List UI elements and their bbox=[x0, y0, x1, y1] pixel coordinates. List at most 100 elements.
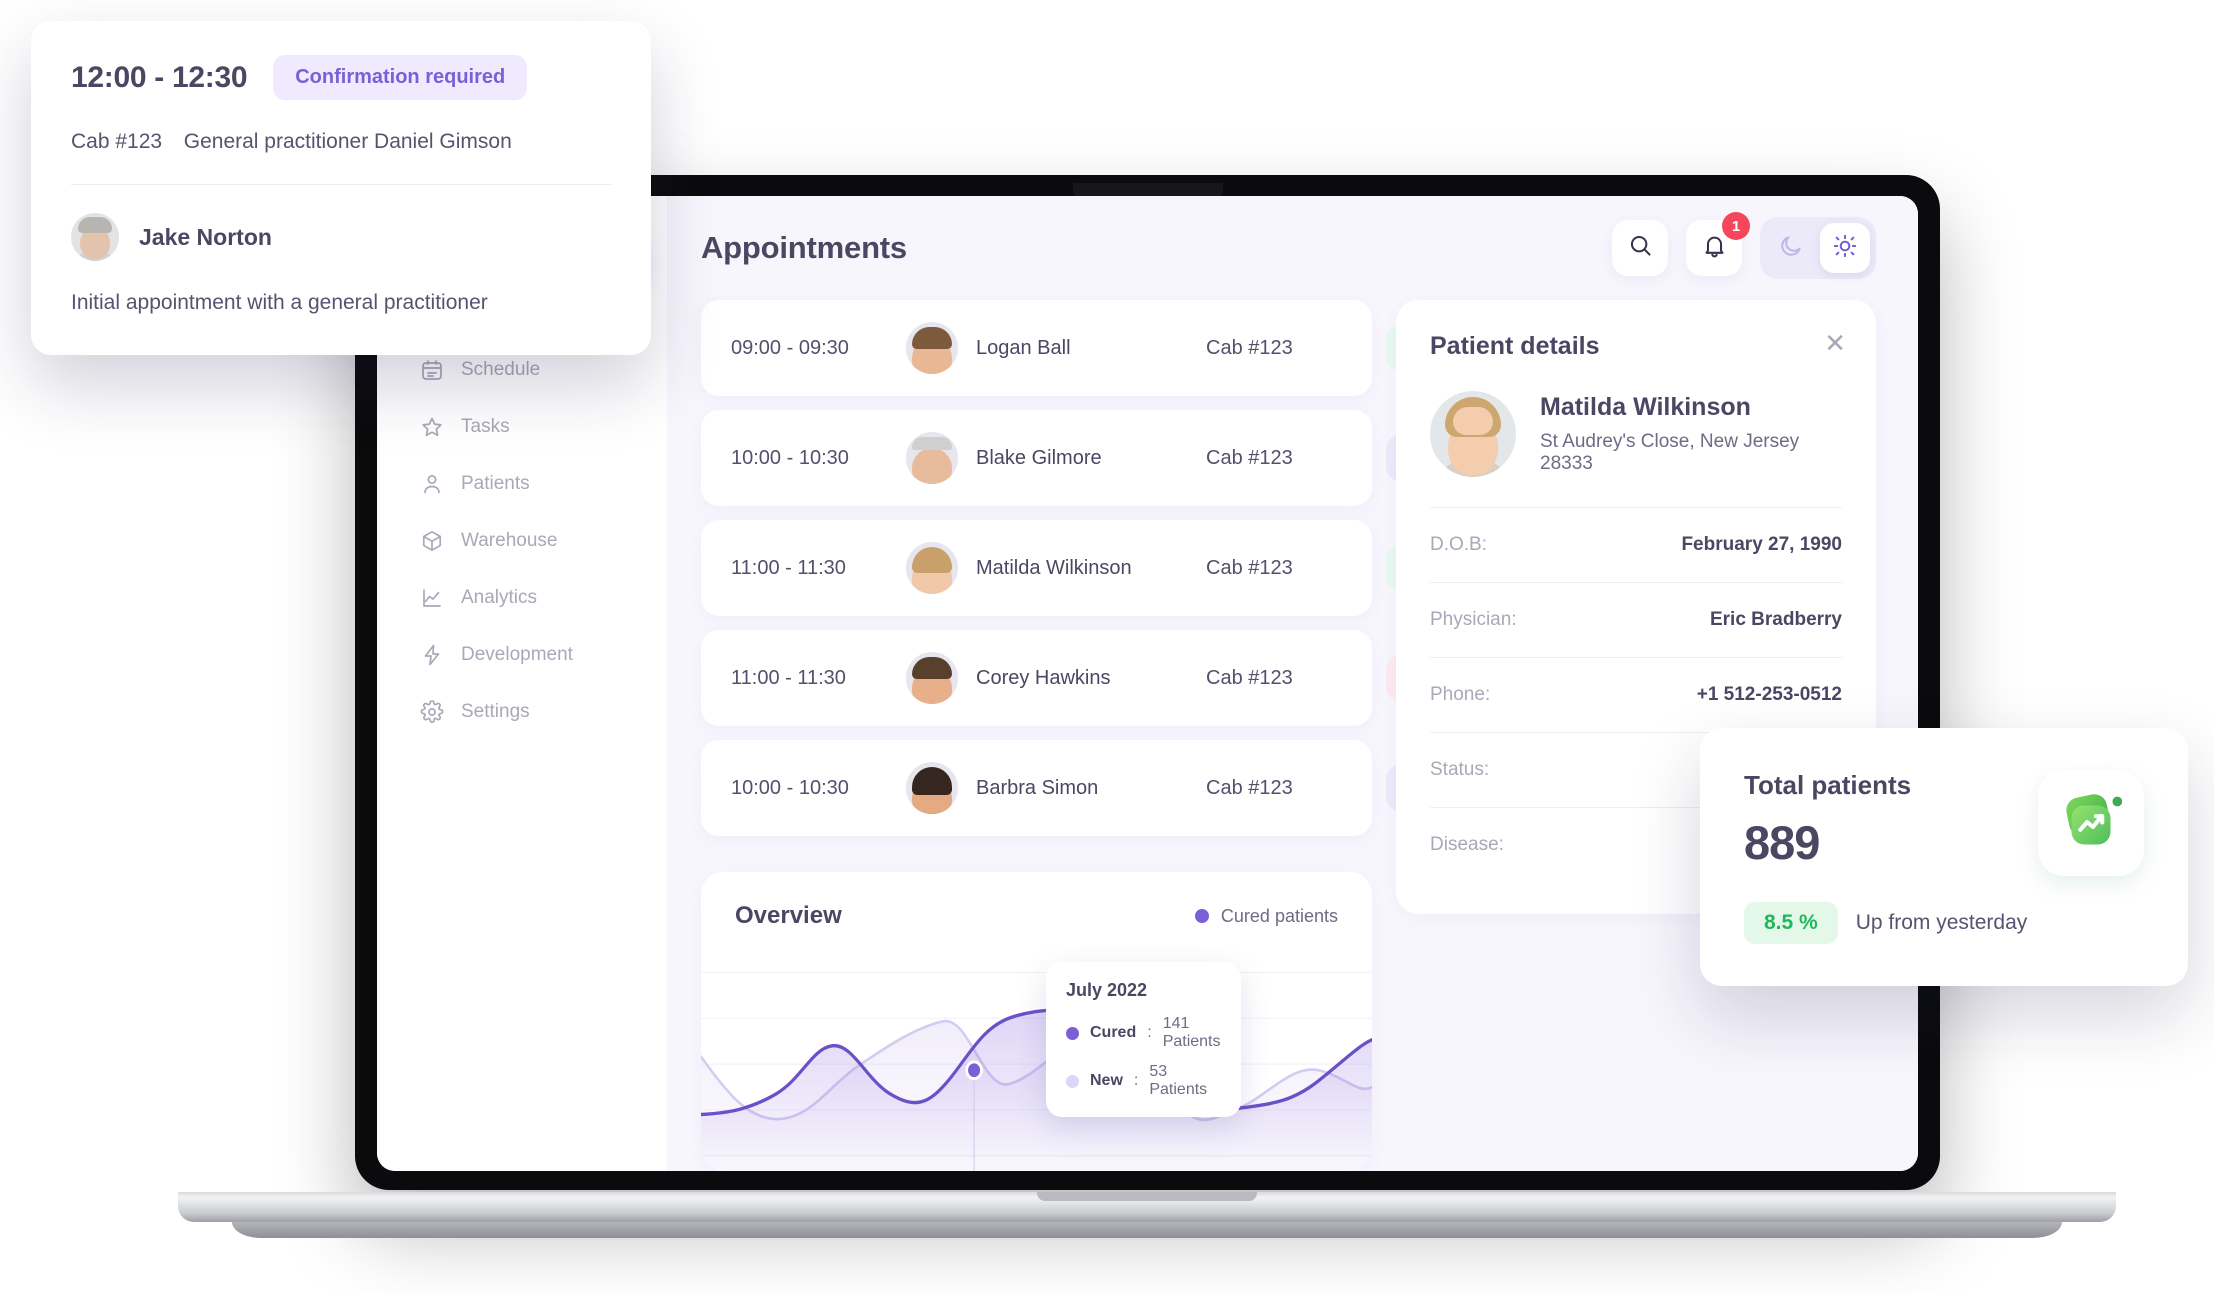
patient-details-heading: Patient details bbox=[1430, 332, 1600, 360]
star-icon bbox=[419, 414, 445, 440]
avatar bbox=[906, 652, 958, 704]
tooltip-dot-cured bbox=[1066, 1026, 1079, 1040]
table-row[interactable]: 11:00 - 11:30 Matilda Wilkinson bbox=[701, 520, 1613, 616]
search-icon bbox=[1627, 232, 1654, 264]
lightning-icon bbox=[419, 642, 445, 668]
appointment-patient-name: Blake Gilmore bbox=[976, 446, 1102, 469]
appointment-cabinet: Cab #123 bbox=[1206, 556, 1293, 579]
legend-dot-cured bbox=[1194, 909, 1209, 923]
popup-patient-name: Jake Norton bbox=[139, 223, 272, 250]
chart-legend: Cured patients bbox=[1194, 906, 1338, 927]
appointment-cabinet: Cab #123 bbox=[1206, 776, 1293, 799]
table-row[interactable]: 09:00 - 09:30 Logan Ball Cab #1 bbox=[701, 300, 1613, 396]
appointment-time: 11:00 - 11:30 bbox=[731, 556, 846, 579]
avatar bbox=[906, 432, 958, 484]
notifications-button[interactable]: 1 bbox=[1686, 212, 1750, 276]
sun-icon bbox=[1832, 233, 1858, 264]
sidebar-item-patients[interactable]: Patients bbox=[399, 458, 645, 510]
theme-light-option[interactable] bbox=[1820, 223, 1870, 273]
popup-cabinet: Cab #123 bbox=[71, 130, 163, 153]
appointment-cabinet: Cab #123 bbox=[1206, 446, 1293, 469]
appointment-patient-name: Barbra Simon bbox=[976, 776, 1099, 799]
sidebar-item-analytics[interactable]: Analytics bbox=[399, 572, 645, 624]
page-title: Appointments bbox=[701, 230, 907, 265]
avatar bbox=[71, 213, 119, 261]
field-value: Eric Bradberry bbox=[1709, 609, 1842, 630]
chart-line-icon bbox=[419, 585, 445, 611]
appointment-patient-name: Logan Ball bbox=[976, 336, 1071, 359]
popup-header: 12:00 - 12:30 Confirmation required bbox=[71, 55, 611, 100]
tooltip-title: July 2022 bbox=[1066, 980, 1148, 1000]
topbar: Appointments bbox=[667, 196, 1918, 300]
overview-chart-card: Overview Cured patients bbox=[701, 872, 1372, 1171]
patient-address: St Audrey's Close, New Jersey 28333 bbox=[1540, 431, 1800, 474]
avatar bbox=[1430, 391, 1516, 477]
sidebar-item-label: Settings bbox=[461, 701, 530, 722]
chart-tooltip: July 2022 Cured: 141 Patients New: bbox=[1046, 962, 1241, 1117]
sidebar-item-label: Analytics bbox=[461, 587, 538, 608]
patient-identity: Matilda Wilkinson St Audrey's Close, New… bbox=[1540, 393, 1842, 475]
field-label: Disease: bbox=[1430, 834, 1504, 855]
gear-icon bbox=[419, 699, 445, 725]
chart-plot-area: July 2022 Cured: 141 Patients New: bbox=[701, 942, 1372, 1171]
appointment-patient: Logan Ball bbox=[906, 322, 1206, 374]
close-icon[interactable]: ✕ bbox=[1824, 328, 1846, 358]
avatar bbox=[906, 762, 958, 814]
patient-field-phone: Phone: +1 512-253-0512 bbox=[1430, 658, 1842, 733]
popup-patient: Jake Norton bbox=[71, 213, 611, 261]
chart-line-cured bbox=[701, 1008, 1372, 1117]
sidebar-item-label: Schedule bbox=[461, 359, 541, 380]
sidebar-item-label: Patients bbox=[461, 473, 530, 494]
laptop-foot bbox=[232, 1222, 2062, 1238]
laptop-base bbox=[178, 1192, 2116, 1222]
tooltip-key-cured: Cured bbox=[1090, 1024, 1137, 1041]
overview-header: Overview Cured patients bbox=[701, 872, 1372, 942]
field-value: February 27, 1990 bbox=[1681, 534, 1842, 555]
moon-icon bbox=[1778, 233, 1804, 264]
avatar bbox=[906, 542, 958, 594]
sidebar-item-development[interactable]: Development bbox=[399, 629, 645, 681]
tooltip-key-new: New bbox=[1090, 1072, 1123, 1089]
appointment-cabinet: Cab #123 bbox=[1206, 336, 1293, 359]
user-icon bbox=[419, 471, 445, 497]
sidebar-item-tasks[interactable]: Tasks bbox=[399, 401, 645, 453]
stat-card-note: Up from yesterday bbox=[1855, 911, 2028, 934]
appointment-patient-name: Corey Hawkins bbox=[976, 666, 1111, 689]
theme-dark-option[interactable] bbox=[1766, 223, 1816, 273]
appointment-detail-popup: 12:00 - 12:30 Confirmation required Cab … bbox=[31, 21, 651, 355]
bell-icon bbox=[1701, 232, 1728, 264]
tooltip-value-cured: 141 Patients bbox=[1162, 1015, 1221, 1050]
appointment-patient: Corey Hawkins bbox=[906, 652, 1206, 704]
sidebar-item-label: Development bbox=[461, 644, 573, 665]
tooltip-row-new: New: 53 Patients bbox=[1066, 1063, 1221, 1099]
popup-time: 12:00 - 12:30 bbox=[71, 60, 248, 94]
sidebar-item-schedule[interactable]: Schedule bbox=[399, 344, 645, 396]
sidebar-item-settings[interactable]: Settings bbox=[399, 686, 645, 738]
field-label: Phone: bbox=[1430, 684, 1491, 705]
chart-hover-point bbox=[965, 1060, 983, 1081]
search-button[interactable] bbox=[1612, 220, 1668, 276]
appointment-patient: Blake Gilmore bbox=[906, 432, 1206, 484]
tooltip-dot-new bbox=[1066, 1074, 1079, 1088]
stat-card-title: Total patients bbox=[1744, 770, 1912, 800]
status-badge: Confirmation required bbox=[273, 55, 528, 100]
appointments-list: 09:00 - 09:30 Logan Ball Cab #1 bbox=[701, 300, 1613, 850]
appointment-time: 11:00 - 11:30 bbox=[731, 666, 846, 689]
tooltip-value-new: 53 Patients bbox=[1149, 1063, 1208, 1098]
chart-svg bbox=[701, 972, 1372, 1171]
sidebar-item-warehouse[interactable]: Warehouse bbox=[399, 515, 645, 567]
avatar bbox=[906, 322, 958, 374]
field-label: Status: bbox=[1430, 759, 1490, 780]
sidebar-item-label: Tasks bbox=[461, 416, 510, 437]
appointment-patient: Matilda Wilkinson bbox=[906, 542, 1206, 594]
stat-card-percent: 8.5 % bbox=[1744, 902, 1838, 944]
popup-description: Initial appointment with a general pract… bbox=[71, 291, 488, 314]
table-row[interactable]: 11:00 - 11:30 Corey Hawkins Cab bbox=[701, 630, 1613, 726]
appointment-cabinet: Cab #123 bbox=[1206, 666, 1293, 689]
sidebar-item-label: Warehouse bbox=[461, 530, 558, 551]
patient-field-disease: Disease: bbox=[1430, 808, 1842, 882]
field-value: +1 512-253-0512 bbox=[1696, 684, 1842, 705]
table-row[interactable]: 10:00 - 10:30 Blake Gilmore Cab bbox=[701, 410, 1613, 506]
table-row[interactable]: 10:00 - 10:30 Barbra Simon Cab bbox=[701, 740, 1613, 836]
notification-count-badge: 1 bbox=[1722, 212, 1750, 240]
